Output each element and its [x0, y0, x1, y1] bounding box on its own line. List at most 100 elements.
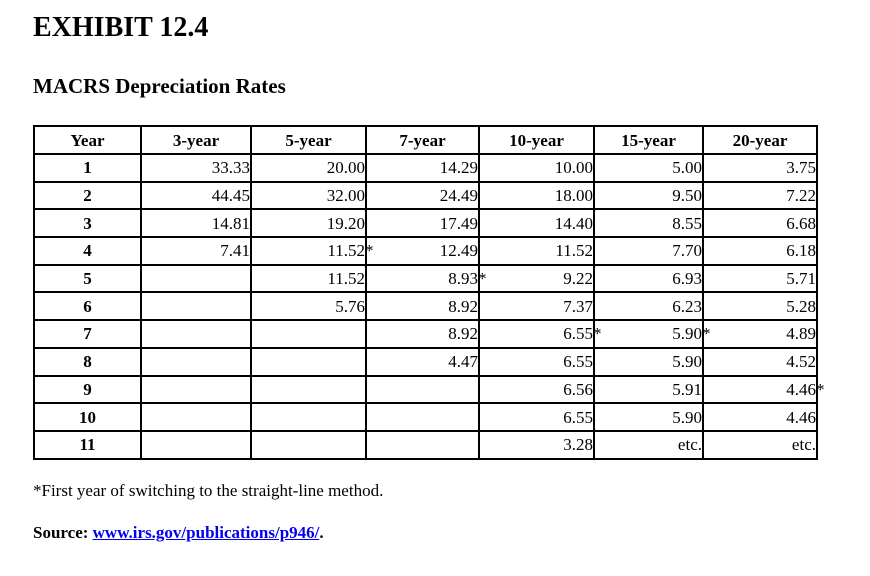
rate-cell: 7.22: [702, 180, 818, 211]
year-cell: 8: [33, 346, 142, 377]
column-header: Year: [33, 125, 142, 156]
rate-value: 12.49: [439, 241, 478, 261]
rate-cell: [250, 374, 367, 405]
rate-cell: 8.92: [365, 291, 480, 322]
rate-cell: 9.22: [478, 263, 595, 294]
rate-value: 19.20: [326, 213, 365, 233]
rate-value: 14.40: [554, 213, 593, 233]
rate-cell: 11.52: [478, 236, 595, 266]
table-row: 5 11.52 8.93* 9.22 6.93 5.71: [33, 263, 818, 294]
rate-cell: 8.55: [593, 208, 704, 239]
rate-cell: 5.90: [593, 346, 704, 377]
rate-cell: 18.00: [478, 180, 595, 211]
rate-cell: [250, 319, 367, 349]
rate-value: 6.56: [563, 379, 593, 399]
source-label: Source:: [33, 522, 93, 542]
year-cell: 9: [33, 374, 142, 405]
rate-cell: 24.49: [365, 180, 480, 211]
rate-cell: [140, 291, 252, 322]
rate-value: 4.46: [786, 407, 816, 427]
rate-cell: [365, 374, 480, 405]
rate-value: 5.90: [672, 407, 702, 427]
rate-cell: 6.55: [478, 346, 595, 377]
rate-cell: 4.46: [702, 402, 818, 432]
rate-value: 4.46: [786, 379, 816, 399]
rate-cell: 6.93: [593, 263, 704, 294]
rate-cell: 5.90*: [593, 319, 711, 349]
exhibit-title: EXHIBIT 12.4: [33, 12, 209, 43]
rate-value: 7.37: [563, 296, 593, 316]
rate-value: 5.91: [672, 379, 702, 399]
rate-cell: 8.92: [365, 319, 480, 349]
rate-cell: 4.52: [702, 346, 818, 377]
rate-value: 8.92: [448, 296, 478, 316]
rate-cell: 11.52: [250, 263, 367, 294]
year-cell: 1: [33, 153, 142, 183]
rate-cell: 6.55: [478, 402, 595, 432]
rate-value: 8.93: [448, 269, 478, 289]
rate-value: 24.49: [439, 186, 478, 206]
table-row: 3 14.81 19.20 17.49 14.40 8.55 6.68: [33, 208, 818, 239]
table-row: 9 6.56 5.91 4.46*: [33, 374, 825, 405]
source-link[interactable]: www.irs.gov/publications/p946/: [92, 522, 320, 542]
rate-value: 6.18: [786, 241, 816, 261]
footnote: *First year of switching to the straight…: [33, 480, 384, 500]
rate-value: 7.70: [672, 241, 702, 261]
rate-cell: [140, 263, 252, 294]
rate-value: 7.22: [786, 186, 816, 206]
rate-cell: 33.33: [140, 153, 252, 183]
macrs-depreciation-table: Year 3-year 5-year 7-year 10-year 15-year 20-y…: [33, 125, 825, 460]
rate-value: 5.90: [672, 352, 702, 372]
rate-value: 10.00: [554, 158, 593, 178]
table-row: 11 3.28 etc. etc.: [33, 429, 818, 460]
year-cell: 4: [33, 236, 142, 266]
table-row: 1 33.33 20.00 14.29 10.00 5.00 3.75: [33, 153, 818, 183]
rate-cell: 6.56: [478, 374, 595, 405]
rate-cell: [250, 402, 367, 432]
rate-cell: [140, 402, 252, 432]
table-row: 10 6.55 5.90 4.46: [33, 402, 818, 432]
year-cell: 6: [33, 291, 142, 322]
year-cell: 7: [33, 319, 142, 349]
rate-cell: [140, 346, 252, 377]
rate-cell: etc.: [593, 429, 704, 460]
rate-cell: 14.29: [365, 153, 480, 183]
rate-cell: 8.93*: [365, 263, 487, 294]
rate-value: 5.90: [672, 324, 702, 344]
rate-cell: [365, 429, 480, 460]
rate-cell: 14.81: [140, 208, 252, 239]
rate-value: 18.00: [554, 186, 593, 206]
source-line: Source: www.irs.gov/publications/p946/.: [33, 501, 850, 543]
year-cell: 11: [33, 429, 142, 460]
table-row: 6 5.76 8.92 7.37 6.23 5.28: [33, 291, 818, 322]
rate-value: 4.89: [786, 324, 816, 344]
column-header: 20-year: [702, 125, 818, 156]
column-header: 7-year: [365, 125, 480, 156]
column-header: 10-year: [478, 125, 595, 156]
rate-cell: [140, 374, 252, 405]
rate-value: 32.00: [326, 186, 365, 206]
rate-cell: 6.55*: [478, 319, 602, 349]
rate-value: 5.00: [672, 158, 702, 178]
rate-cell: [365, 402, 480, 432]
rate-cell: 5.00: [593, 153, 704, 183]
rate-value: 9.22: [563, 269, 593, 289]
rate-value: 11.52: [327, 269, 365, 289]
rate-cell: 44.45: [140, 180, 252, 211]
rate-cell: 5.28: [702, 291, 818, 322]
rate-cell: 14.40: [478, 208, 595, 239]
rate-value: 14.81: [211, 213, 250, 233]
rate-cell: 7.70: [593, 236, 704, 266]
rate-cell: 4.46*: [702, 374, 825, 405]
rate-cell: 4.89: [702, 319, 818, 349]
rate-value: 6.23: [672, 296, 702, 316]
rate-value: 11.52: [327, 241, 365, 261]
rate-value: 8.55: [672, 213, 702, 233]
rate-cell: [250, 346, 367, 377]
column-header: 3-year: [140, 125, 252, 156]
rate-cell: 6.18: [702, 236, 818, 266]
rate-value: 4.47: [448, 352, 478, 372]
rate-cell: 3.75: [702, 153, 818, 183]
rate-value: 6.55: [563, 352, 593, 372]
table-row: 4 7.41 11.52* 12.49 11.52 7.70 6.18: [33, 236, 818, 266]
